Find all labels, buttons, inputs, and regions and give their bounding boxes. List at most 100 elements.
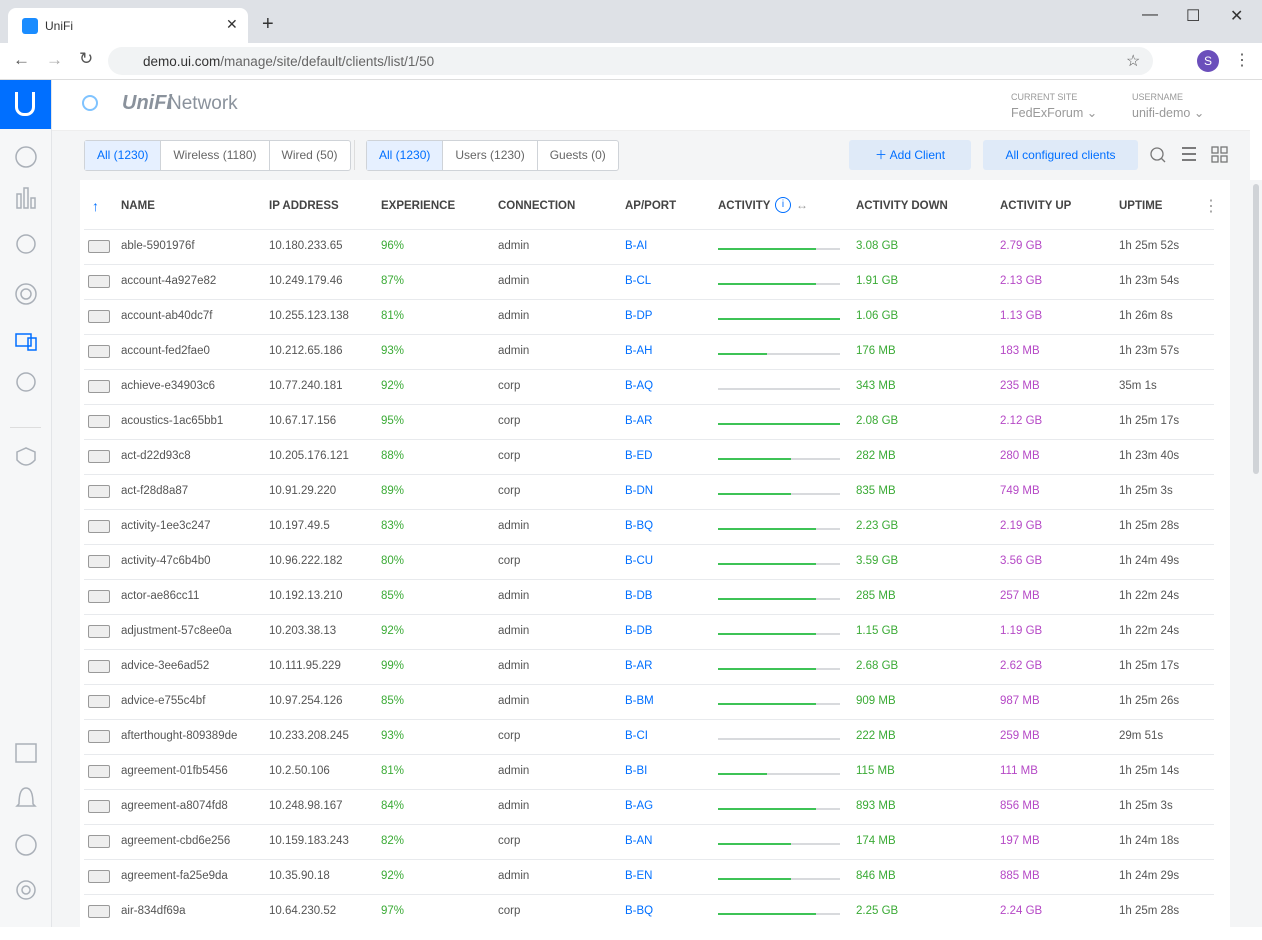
cell[interactable]: activity-47c6b4b0 — [121, 555, 211, 567]
cell[interactable]: B-DB — [625, 625, 653, 637]
cell[interactable]: B-AR — [625, 415, 653, 427]
tab[interactable]: UniFi ✕ — [8, 8, 248, 43]
cell[interactable]: B-DN — [625, 485, 654, 497]
cell[interactable]: B-AI — [625, 240, 648, 252]
site-select[interactable]: FedExForum ⌄ — [1011, 106, 1098, 120]
cell[interactable]: afterthought-809389de — [121, 730, 238, 742]
cell[interactable]: B-CL — [625, 275, 652, 287]
cell[interactable]: account-ab40dc7f — [121, 310, 213, 322]
cell[interactable]: act-d22d93c8 — [121, 450, 191, 462]
cell[interactable]: acoustics-1ac65bb1 — [121, 415, 224, 427]
cell[interactable]: agreement-01fb5456 — [121, 765, 228, 777]
cell[interactable]: B-DB — [625, 590, 653, 602]
cell: 1h 24m 29s — [1119, 870, 1180, 882]
back[interactable]: ← — [13, 50, 30, 69]
cell[interactable]: B-BQ — [625, 905, 654, 917]
cell[interactable]: actor-ae86cc11 — [121, 590, 200, 602]
avatar[interactable]: S — [1197, 50, 1219, 72]
cell: 3.56 GB — [1000, 555, 1043, 567]
cell: 10.249.179.46 — [269, 275, 343, 287]
activity-bar — [718, 248, 816, 250]
cell: 10.35.90.18 — [269, 870, 330, 882]
cell[interactable]: B-AN — [625, 835, 653, 847]
cell: 1.15 GB — [856, 625, 899, 637]
cell[interactable]: act-f28d8a87 — [121, 485, 189, 497]
filter-option[interactable]: Guests (0) — [549, 148, 606, 162]
forward[interactable]: → — [46, 50, 63, 69]
cell[interactable]: able-5901976f — [121, 240, 195, 252]
configured-button[interactable]: All configured clients — [983, 140, 1138, 170]
cell[interactable]: account-fed2fae0 — [121, 345, 210, 357]
new-tab[interactable]: + — [262, 13, 274, 35]
close[interactable]: ✕ — [1230, 8, 1244, 25]
cell: 1.13 GB — [1000, 310, 1043, 322]
cell: 10.192.13.210 — [269, 590, 343, 602]
cell[interactable]: agreement-fa25e9da — [121, 870, 228, 882]
column-header[interactable]: IP ADDRESS — [269, 200, 339, 212]
cell: 1h 24m 18s — [1119, 835, 1180, 847]
cell[interactable]: B-AH — [625, 345, 653, 357]
expand-icon[interactable]: ↔ — [796, 198, 808, 212]
cell[interactable]: account-4a927e82 — [121, 275, 217, 287]
cell[interactable]: agreement-cbd6e256 — [121, 835, 231, 847]
cell: 3.08 GB — [856, 240, 899, 252]
column-header[interactable]: AP/PORT — [625, 200, 677, 212]
cell[interactable]: B-EN — [625, 870, 653, 882]
cell: 235 MB — [1000, 380, 1040, 392]
sort-indicator[interactable]: ↑ — [92, 198, 99, 214]
cell: 92% — [381, 380, 405, 392]
add-client-button[interactable]: ＋ Add Client — [849, 140, 971, 170]
cell: 2.08 GB — [856, 415, 899, 427]
minimize[interactable]: — — [1142, 6, 1158, 23]
cell[interactable]: B-ED — [625, 450, 653, 462]
column-header[interactable]: UPTIME — [1119, 200, 1163, 212]
cell[interactable]: B-AR — [625, 660, 653, 672]
column-header[interactable]: NAME — [121, 200, 155, 212]
filter-option[interactable]: All (1230) — [85, 141, 162, 170]
cell[interactable]: B-BQ — [625, 520, 654, 532]
column-header[interactable]: ACTIVITY — [718, 200, 771, 212]
view-icons[interactable] — [1148, 145, 1238, 165]
username-select[interactable]: unifi-demo ⌄ — [1132, 106, 1205, 120]
row-divider — [84, 369, 1214, 370]
row-divider — [84, 544, 1214, 545]
column-header[interactable]: CONNECTION — [498, 200, 576, 212]
cell[interactable]: achieve-e34903c6 — [121, 380, 215, 392]
address-bar[interactable]: demo.ui.com/manage/site/default/clients/… — [108, 47, 1153, 75]
column-header[interactable]: ACTIVITY UP — [1000, 200, 1072, 212]
add-client-label: Add Client — [889, 148, 946, 162]
cell[interactable]: advice-e755c4bf — [121, 695, 206, 707]
cell[interactable]: B-AQ — [625, 380, 654, 392]
cell[interactable]: B-BI — [625, 765, 648, 777]
menu[interactable]: ⋮ — [1234, 52, 1250, 69]
cell[interactable]: B-AG — [625, 800, 654, 812]
cell[interactable]: adjustment-57c8ee0a — [121, 625, 232, 637]
reload[interactable]: ↻ — [79, 49, 94, 68]
filter-option[interactable]: All (1230) — [367, 141, 444, 170]
cell[interactable]: activity-1ee3c247 — [121, 520, 211, 532]
bottom-icons[interactable] — [13, 740, 39, 900]
logo[interactable] — [0, 80, 51, 129]
cell[interactable]: B-BM — [625, 695, 654, 707]
activity-bar — [718, 563, 816, 565]
cell[interactable]: agreement-a8074fd8 — [121, 800, 228, 812]
filter-option[interactable]: Wireless (1180) — [161, 141, 270, 170]
cell[interactable]: advice-3ee6ad52 — [121, 660, 210, 672]
info-icon[interactable]: i — [775, 197, 791, 213]
cell[interactable]: air-834df69a — [121, 905, 186, 917]
cell: 1h 23m 57s — [1119, 345, 1180, 357]
cell[interactable]: B-DP — [625, 310, 653, 322]
cell: 1h 25m 17s — [1119, 415, 1180, 427]
nav-icons[interactable] — [13, 142, 39, 482]
cell[interactable]: B-CU — [625, 555, 654, 567]
filter-option[interactable]: Wired (50) — [281, 148, 338, 162]
column-header[interactable]: ACTIVITY DOWN — [856, 200, 948, 212]
column-header[interactable]: EXPERIENCE — [381, 200, 456, 212]
device-icon — [88, 450, 110, 463]
bookmark[interactable]: ☆ — [1126, 53, 1141, 70]
filter-option[interactable]: Users (1230) — [443, 141, 538, 170]
cell[interactable]: B-CI — [625, 730, 648, 742]
maximize[interactable]: ☐ — [1186, 8, 1201, 25]
column-menu[interactable]: ⋮ — [1203, 198, 1219, 215]
tab-close[interactable]: ✕ — [226, 16, 238, 32]
